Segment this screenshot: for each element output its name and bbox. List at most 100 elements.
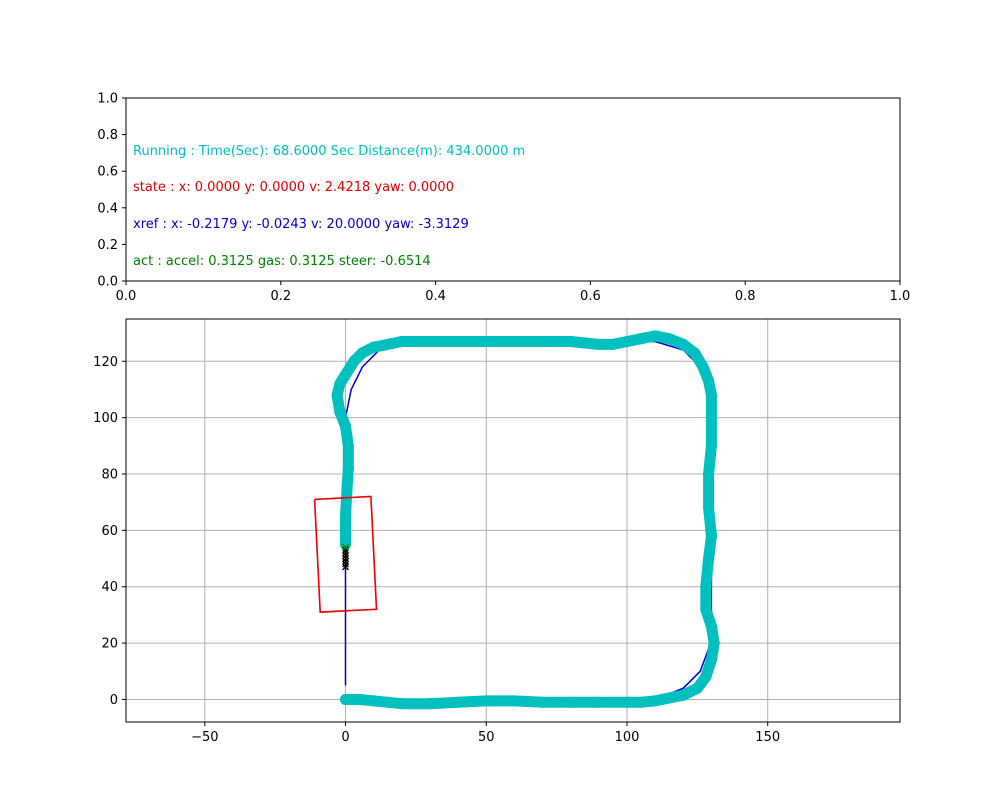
- status-line-state: state : x: 0.0000 y: 0.0000 v: 2.4218 ya…: [133, 180, 454, 195]
- trajectory-point: [424, 698, 436, 710]
- trajectory-point: [368, 695, 380, 707]
- trajectory-point: [700, 671, 712, 683]
- trajectory-point: [368, 341, 380, 353]
- trajectory-point: [565, 696, 577, 708]
- status-text-panel: 0.0 0.2 0.4 0.6 0.8 1.0 0.0 0.2 0.4 0.6 0.8 1.0 Run…: [97, 92, 910, 305]
- x-tick-label: 0.4: [425, 289, 446, 304]
- trajectory-point: [348, 355, 360, 367]
- trajectory-point: [705, 530, 717, 542]
- trajectory-point: [424, 336, 436, 348]
- trajectory-point: [565, 336, 577, 348]
- trajectory-point: [677, 689, 689, 701]
- prediction-x-marker: [342, 555, 349, 563]
- trajectory-point: [508, 336, 520, 348]
- trajectory-plot-frame: [125, 318, 901, 723]
- trajectory-point: [340, 420, 352, 432]
- y-tick-label: 0.6: [97, 165, 118, 180]
- y-tick-label: 20: [101, 637, 118, 652]
- trajectory-point: [708, 637, 720, 649]
- trajectory-point: [341, 367, 353, 379]
- trajectory-point: [593, 696, 605, 708]
- y-tick-label: 120: [93, 355, 118, 370]
- y-tick-label: 80: [101, 468, 118, 483]
- trajectory-point: [705, 440, 717, 452]
- status-line-running: Running : Time(Sec): 68.6000 Sec Distanc…: [133, 144, 525, 159]
- trajectory-point: [340, 693, 352, 705]
- trajectory-point: [452, 336, 464, 348]
- x-tick-label: 0.8: [735, 289, 756, 304]
- trajectory-point: [621, 336, 633, 348]
- y-tick-label: 0.2: [97, 238, 118, 253]
- trajectory-plot: −50 0 50 100 150 0 20 40 60 80 100 120: [93, 318, 901, 745]
- trajectory-point: [703, 468, 715, 480]
- trajectory-point: [691, 682, 703, 694]
- text-panel-frame: [125, 97, 901, 282]
- x-tick-label: −50: [191, 730, 218, 745]
- trajectory-point: [334, 406, 346, 418]
- trajectory-point: [705, 620, 717, 632]
- trajectory-point: [700, 581, 712, 593]
- trajectory-point: [537, 336, 549, 348]
- trajectory-point: [705, 412, 717, 424]
- y-tick-label: 40: [101, 580, 118, 595]
- trajectory-point: [382, 696, 394, 708]
- target-x-marker: [342, 543, 350, 551]
- trajectory-point: [649, 330, 661, 342]
- trajectory-point: [508, 695, 520, 707]
- trajectory-point: [703, 553, 715, 565]
- y-tick-label: 0.4: [97, 201, 118, 216]
- trajectory-point: [342, 462, 354, 474]
- x-tick-label: 50: [478, 730, 495, 745]
- x-tick-label: 100: [615, 730, 640, 745]
- trajectory-point: [342, 440, 354, 452]
- trajectory-point: [396, 336, 408, 348]
- x-tick-label: 0.2: [270, 289, 291, 304]
- status-line-xref: xref : x: -0.2179 y: -0.0243 v: 20.0000 …: [133, 217, 469, 232]
- y-tick-label: 100: [93, 411, 118, 426]
- trajectory-point: [382, 338, 394, 350]
- reference-path-line: [344, 340, 713, 701]
- trajectory-point: [703, 502, 715, 514]
- trajectory-point: [705, 654, 717, 666]
- y-tick-label: 0: [110, 693, 118, 708]
- trajectory-point: [579, 337, 591, 349]
- y-tick-label: 0.8: [97, 128, 118, 143]
- trajectory-line: [331, 330, 720, 710]
- trajectory-point: [677, 338, 689, 350]
- prediction-x-marker: [342, 557, 349, 565]
- trajectory-point: [607, 338, 619, 350]
- trajectory-point: [480, 695, 492, 707]
- x-tick-label: 0.6: [580, 289, 601, 304]
- trajectory-point: [705, 389, 717, 401]
- status-line-act: act : accel: 0.3125 gas: 0.3125 steer: -…: [133, 254, 431, 269]
- prediction-x-marker: [342, 549, 349, 557]
- trajectory-point: [689, 347, 701, 359]
- x-tick-label: 150: [755, 730, 780, 745]
- trajectory-point: [452, 696, 464, 708]
- trajectory-point: [396, 698, 408, 710]
- trajectory-point: [537, 696, 549, 708]
- trajectory-point: [621, 696, 633, 708]
- trajectory-point: [663, 333, 675, 345]
- x-tick-label: 0: [341, 730, 349, 745]
- vehicle-outline: [313, 495, 378, 613]
- trajectory-point: [697, 361, 709, 373]
- trajectory-point: [635, 696, 647, 708]
- trajectory-point: [341, 485, 353, 497]
- y-tick-label: 0.0: [97, 275, 118, 290]
- trajectory-point: [593, 338, 605, 350]
- trajectory-point: [663, 692, 675, 704]
- prediction-x-marker: [342, 552, 349, 560]
- trajectory-point: [703, 375, 715, 387]
- trajectory-point: [331, 389, 343, 401]
- prediction-x-marker: [342, 560, 349, 568]
- y-tick-label: 1.0: [97, 92, 118, 107]
- prediction-x-marker: [342, 546, 349, 554]
- trajectory-point: [340, 510, 352, 522]
- trajectory-point: [334, 378, 346, 390]
- x-tick-label: 1.0: [890, 289, 911, 304]
- trajectory-point: [635, 333, 647, 345]
- trajectory-point: [340, 530, 352, 542]
- trajectory-point: [354, 693, 366, 705]
